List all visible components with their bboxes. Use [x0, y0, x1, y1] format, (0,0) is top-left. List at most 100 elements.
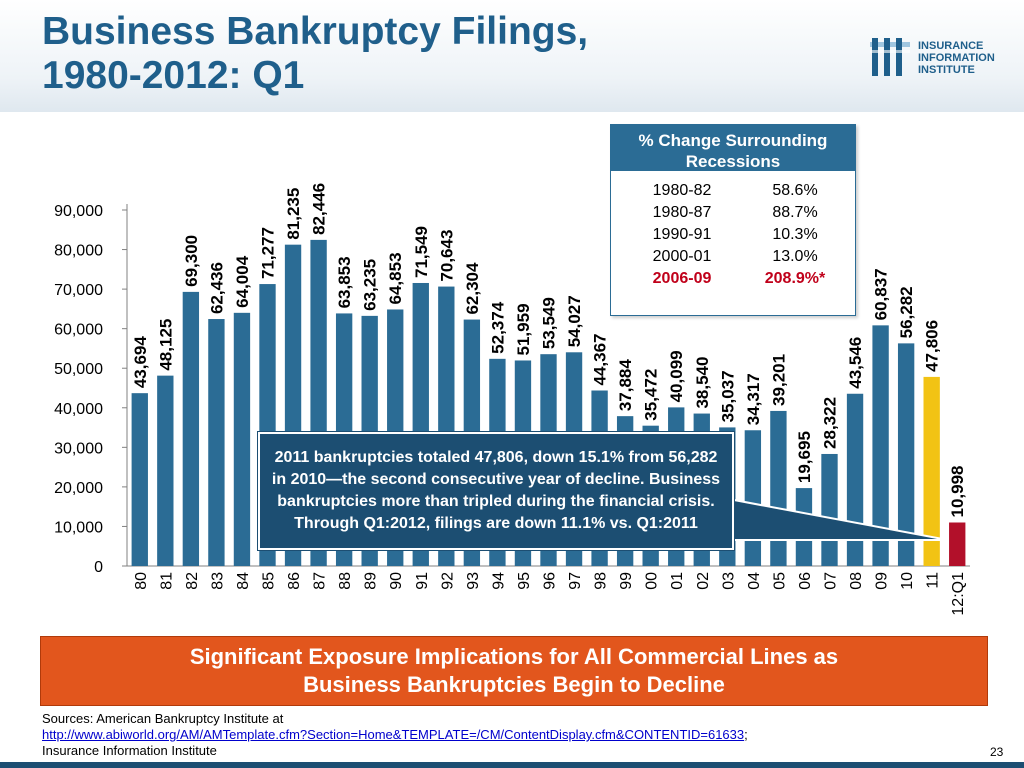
x-tick-label: 08 [848, 572, 865, 590]
recession-period: 2000-01 [652, 248, 712, 265]
recession-table-rows: 1980-82 58.6% 1980-87 88.7% 1990-91 10.3… [611, 171, 855, 290]
recession-row-highlight: 2006-09 208.9%* [611, 268, 855, 290]
x-tick-label: 07 [823, 572, 840, 590]
bar-value-label: 71,277 [259, 227, 278, 279]
page-title: Business Bankruptcy Filings, 1980-2012: … [42, 10, 588, 98]
recession-period: 1980-82 [652, 182, 712, 199]
x-tick-label: 87 [312, 572, 329, 590]
y-tick-label: 90,000 [54, 203, 103, 220]
bar-value-label: 37,884 [616, 359, 635, 412]
x-tick-label: 85 [261, 572, 278, 590]
bar-value-label: 70,643 [437, 230, 456, 282]
x-tick-label: 00 [644, 572, 661, 590]
x-tick-label: 12:Q1 [950, 572, 967, 616]
bar-value-label: 43,546 [846, 337, 865, 389]
recession-period: 1990-91 [652, 226, 712, 243]
x-tick-label: 82 [184, 572, 201, 590]
title-line-1: Business Bankruptcy Filings, [42, 10, 589, 53]
x-tick-label: 96 [542, 572, 559, 590]
x-tick-label: 09 [874, 572, 891, 590]
bar-value-label: 64,004 [233, 255, 252, 308]
bar-value-label: 38,540 [693, 357, 712, 409]
bar-value-label: 19,695 [795, 431, 814, 483]
y-tick-label: 60,000 [54, 322, 103, 339]
bar-81 [157, 375, 174, 566]
y-tick-label: 30,000 [54, 440, 103, 457]
header-band [0, 0, 1024, 112]
x-tick-label: 05 [771, 572, 788, 590]
recession-change: 88.7% [772, 204, 818, 221]
sources-semicolon: ; [744, 727, 748, 742]
bar-value-label: 62,304 [463, 262, 482, 315]
bar-value-label: 63,235 [361, 259, 380, 311]
bar-value-label: 35,472 [642, 369, 661, 421]
x-tick-label: 88 [337, 572, 354, 590]
bar-08 [846, 393, 864, 566]
x-tick-label: 02 [695, 572, 712, 590]
bar-value-label: 40,099 [667, 350, 686, 402]
recession-table-title: % Change Surrounding Recessions [611, 125, 855, 171]
callout-box: 2011 bankruptcies totaled 47,806, down 1… [258, 432, 734, 550]
logo-line-1: INSURANCE [918, 40, 984, 52]
bar-value-label: 62,436 [207, 262, 226, 314]
iii-logo-icon [870, 38, 910, 76]
recession-change: 58.6% [772, 182, 818, 199]
bar-04 [744, 430, 762, 566]
recession-row: 1990-91 10.3% [611, 224, 855, 246]
y-tick-label: 70,000 [54, 282, 103, 299]
x-tick-label: 97 [567, 572, 584, 590]
recession-change: 10.3% [772, 226, 818, 243]
bar-value-label: 56,282 [897, 286, 916, 338]
bar-value-label: 48,125 [156, 319, 175, 371]
sources-line-3: Insurance Information Institute [42, 743, 217, 758]
x-tick-label: 11 [925, 572, 942, 589]
x-tick-label: 94 [490, 572, 507, 590]
x-tick-label: 91 [414, 572, 431, 590]
sources-line-1: Sources: American Bankruptcy Institute a… [42, 711, 284, 726]
logo-text: INSURANCE INFORMATION INSTITUTE [918, 40, 995, 76]
x-tick-label: 03 [720, 572, 737, 590]
bar-07 [821, 453, 838, 566]
recession-period: 2006-09 [652, 270, 712, 287]
bar-11 [923, 376, 940, 566]
bar-80 [131, 393, 148, 566]
recession-row: 1980-87 88.7% [611, 202, 855, 224]
x-tick-label: 86 [286, 572, 303, 590]
bar-82 [182, 291, 200, 566]
bar-09 [872, 325, 889, 566]
bar-value-label: 28,322 [821, 397, 840, 449]
source-link[interactable]: http://www.abiworld.org/AM/AMTemplate.cf… [42, 727, 745, 742]
summary-banner: Significant Exposure Implications for Al… [40, 636, 988, 706]
bar-12:Q1 [949, 522, 966, 566]
recession-change: 208.9%* [764, 270, 826, 287]
x-tick-label: 99 [618, 572, 635, 590]
bar-value-label: 53,549 [540, 297, 559, 349]
banner-line-1: Significant Exposure Implications for Al… [189, 644, 839, 669]
bar-value-label: 35,037 [718, 370, 737, 422]
bar-83 [208, 319, 225, 566]
recession-row: 1980-82 58.6% [611, 180, 855, 202]
bar-05 [770, 410, 787, 566]
title-line-2: 1980-2012: Q1 [42, 54, 305, 97]
x-tick-label: 01 [669, 572, 686, 590]
bar-value-label: 64,853 [386, 252, 405, 304]
y-tick-label: 80,000 [54, 243, 103, 260]
x-tick-label: 04 [746, 572, 763, 590]
bar-value-label: 54,027 [565, 295, 584, 347]
chart-value-labels: 43,694 48,125 69,300 62,436 64,004 71,277 81,2… [131, 183, 967, 518]
x-tick-label: 06 [797, 572, 814, 590]
bar-value-label: 60,837 [872, 268, 891, 320]
logo-line-3: INSTITUTE [918, 64, 975, 76]
bar-value-label: 47,806 [923, 320, 942, 372]
page-number: 23 [990, 745, 1004, 759]
y-tick-label: 50,000 [54, 361, 103, 378]
logo-line-2: INFORMATION [918, 52, 995, 64]
chart-y-tick-labels: 0 10,000 20,000 30,000 40,000 50,000 60,000 70,… [54, 203, 103, 576]
x-tick-label: 83 [209, 572, 226, 590]
bar-value-label: 69,300 [182, 235, 201, 287]
recession-period: 1980-87 [652, 204, 712, 221]
x-tick-label: 10 [899, 572, 916, 590]
banner-line-2: Business Bankruptcies Begin to Decline [303, 672, 725, 697]
sources-note: Sources: American Bankruptcy Institute a… [42, 711, 748, 759]
bar-value-label: 71,549 [412, 226, 431, 278]
